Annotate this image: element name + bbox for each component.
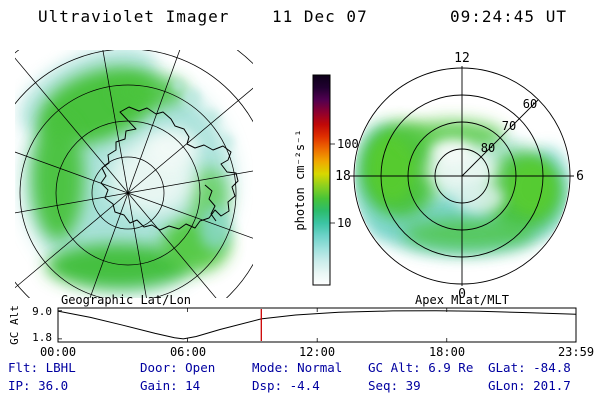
mlt-label-12: 12 — [454, 51, 470, 66]
status-door: Door: Open — [140, 360, 215, 375]
status-flt: Flt: LBHL — [8, 360, 76, 375]
colorbar-tick-10: 10 — [337, 216, 351, 230]
status-ip: IP: 36.0 — [8, 378, 68, 393]
altitude-ylabel: GC Alt — [8, 305, 21, 345]
geographic-panel — [15, 50, 253, 298]
altitude-chart: Geographic Lat/Lon Apex MLat/MLT 9.0 1.8… — [8, 293, 594, 359]
header-date: 11 Dec 07 — [272, 7, 368, 26]
mlt-label-18: 18 — [335, 169, 351, 184]
xtick-2359: 23:59 — [558, 345, 594, 359]
status-mode: Mode: Normal — [252, 360, 342, 375]
status-dsp: Dsp: -4.4 — [252, 378, 320, 393]
apex-dial-grid — [350, 66, 574, 286]
geographic-caption: Geographic Lat/Lon — [61, 293, 191, 307]
mlt-label-6: 6 — [576, 169, 584, 184]
colorbar-gradient — [312, 74, 331, 286]
altitude-chart-frame — [57, 307, 577, 343]
coastline-peninsula — [204, 184, 217, 222]
xtick-1800: 18:00 — [429, 345, 465, 359]
mlat-ring-label-60: 60 — [523, 97, 537, 111]
geographic-aurora-image — [19, 50, 234, 292]
app-title: Ultraviolet Imager — [38, 7, 229, 26]
apex-panel: 12 18 6 0 80 70 60 — [335, 51, 584, 302]
xtick-0000: 00:00 — [40, 345, 76, 359]
mlt-label-0: 0 — [458, 287, 466, 302]
geographic-grid — [15, 50, 253, 298]
mlat-ring-label-70: 70 — [502, 119, 516, 133]
header-time: 09:24:45 UT — [450, 7, 567, 26]
antarctica-coastline — [100, 106, 239, 231]
status-gain: Gain: 14 — [140, 378, 200, 393]
colorbar-label: photon cm⁻²s⁻¹ — [293, 129, 307, 230]
ytick-top: 9.0 — [32, 305, 52, 318]
mlat-ring-label-80: 80 — [481, 141, 495, 155]
axis-ticks — [58, 308, 448, 342]
status-seq: Seq: 39 — [368, 378, 421, 393]
apex-caption: Apex MLat/MLT — [415, 293, 509, 307]
status-glon: GLon: 201.7 — [488, 378, 571, 393]
ytick-bottom: 1.8 — [32, 331, 52, 344]
colorbar: 100 10 photon cm⁻²s⁻¹ — [293, 74, 359, 286]
status-gcalt: GC Alt: 6.9 Re — [368, 360, 473, 375]
colorbar-tick-100: 100 — [337, 137, 359, 151]
xtick-0600: 06:00 — [170, 345, 206, 359]
status-glat: GLat: -84.8 — [488, 360, 571, 375]
altitude-curve — [57, 310, 577, 340]
status-panel: Flt: LBHL Door: Open Mode: Normal GC Alt… — [8, 360, 571, 393]
xtick-1200: 12:00 — [299, 345, 335, 359]
